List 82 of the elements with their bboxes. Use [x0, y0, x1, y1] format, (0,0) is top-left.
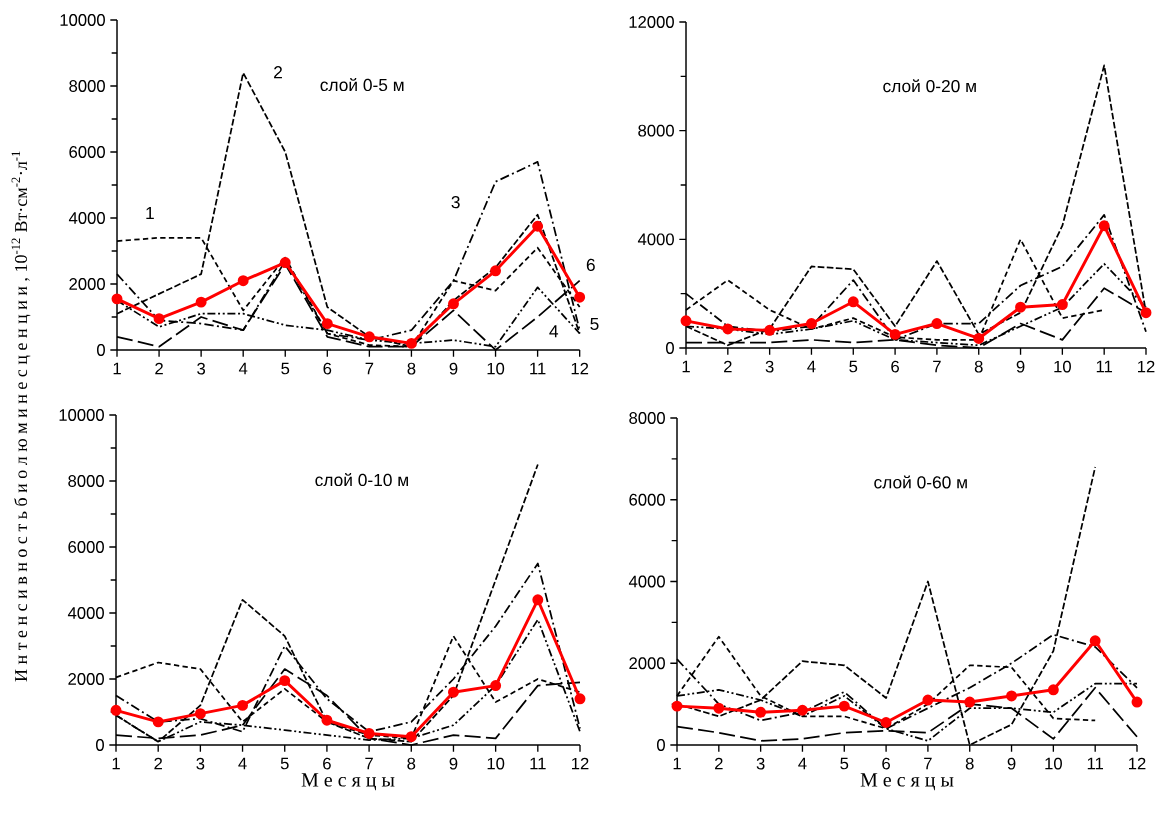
x-tick-label: 10	[1054, 360, 1071, 373]
x-tick-label: 3	[196, 757, 205, 770]
x-tick-label: 4	[807, 360, 816, 373]
x-tick-label: 2	[154, 757, 162, 770]
x-tick-label: 4	[238, 757, 247, 770]
x-tick-label: 10	[1045, 757, 1062, 770]
x-tick-label: 10	[487, 757, 505, 770]
x-tick-label: 1	[682, 360, 690, 373]
annotation: 2	[274, 66, 282, 79]
x-tick-label: 8	[407, 362, 416, 375]
x-tick-label: 2	[715, 757, 723, 770]
x-tick-label: 11	[530, 362, 546, 375]
x-tick-label: 12	[1129, 757, 1146, 770]
x-tick-label: 5	[849, 360, 858, 373]
text: слой 0-60 м	[874, 475, 967, 489]
x-tick-label: 9	[1007, 757, 1016, 770]
y-axis-title: И н т е н с и в н о с т ь б и о л ю м и н е с ц е н ц и и , 10$^{-12}$ Вт·см$^{-2}$·л$^{-1}$	[11, 151, 31, 682]
x-tick-label: 6	[323, 362, 332, 375]
x-tick-label: 6	[323, 757, 331, 770]
x-tick-label: 8	[965, 757, 974, 770]
y-tick-label: 0	[97, 344, 105, 356]
text: 6	[586, 258, 595, 271]
text: слой 0-20 м	[883, 79, 976, 93]
x-tick-label: 11	[1096, 360, 1113, 373]
annotation: 3	[451, 196, 460, 209]
annotation: 4	[549, 325, 559, 338]
y-tick-label: 0	[657, 739, 665, 751]
x-tick-label: 7	[924, 757, 932, 770]
x-tick-label: 9	[449, 362, 458, 375]
text: слой 0-5 м	[320, 78, 404, 92]
text: 5	[590, 317, 599, 330]
x-tick-label: 9	[1016, 360, 1025, 373]
y-tick-label: 8000	[629, 412, 665, 424]
x-tick-label: 1	[112, 757, 120, 770]
x-tick-label: 1	[673, 757, 681, 770]
y-tick-label: 4000	[628, 575, 665, 588]
x-tick-label: 8	[407, 757, 416, 770]
x-tick-label: 7	[933, 360, 941, 373]
y-tick-label: 6000	[68, 541, 104, 553]
x-tick-label: 12	[571, 362, 589, 375]
x-axis-title: М е с я ц ы	[860, 773, 954, 791]
text: слой 0-10 м	[315, 473, 408, 487]
x-tick-label: 7	[365, 757, 373, 770]
y-tick-label: 10000	[59, 409, 104, 421]
y-tick-label: 4000	[68, 212, 105, 224]
y-tick-label: 0	[96, 739, 104, 751]
y-tick-label: 10000	[60, 14, 105, 26]
x-tick-label: 11	[530, 757, 546, 770]
x-tick-label: 9	[449, 757, 458, 770]
x-tick-label: 5	[840, 757, 849, 770]
x-tick-label: 7	[365, 362, 374, 375]
y-tick-label: 8000	[68, 475, 104, 487]
y-tick-label: 8000	[638, 124, 674, 137]
x-tick-label: 5	[281, 362, 290, 375]
y-tick-label: 2000	[68, 673, 104, 685]
y-tick-label: 4000	[67, 607, 104, 619]
x-tick-label: 4	[798, 757, 807, 770]
x-tick-label: 12	[572, 757, 589, 770]
x-tick-label: 3	[765, 360, 774, 373]
y-tick-label: 8000	[69, 80, 105, 92]
x-tick-label: 3	[197, 362, 206, 375]
x-tick-label: 2	[155, 362, 163, 375]
y-tick-label: 4000	[637, 233, 674, 246]
annotation: 1	[146, 207, 154, 220]
y-tick-label: 0	[666, 342, 674, 354]
x-tick-label: 10	[487, 362, 505, 375]
y-tick-label: 6000	[629, 493, 665, 506]
x-tick-label: 2	[724, 360, 732, 373]
x-tick-label: 8	[974, 360, 983, 373]
x-tick-label: 6	[891, 360, 899, 373]
y-tick-label: 12000	[629, 16, 674, 28]
x-tick-label: 1	[113, 362, 121, 375]
y-tick-label: 6000	[69, 146, 105, 158]
x-tick-label: 6	[882, 757, 890, 770]
x-tick-label: 5	[280, 757, 289, 770]
y-tick-label: 2000	[629, 657, 665, 670]
x-tick-label: 11	[1087, 757, 1104, 770]
x-tick-label: 4	[238, 362, 248, 375]
x-axis-title: М е с я ц ы	[301, 773, 395, 791]
x-tick-label: 3	[756, 757, 765, 770]
x-tick-label: 12	[1138, 360, 1155, 373]
y-tick-label: 2000	[69, 278, 105, 290]
